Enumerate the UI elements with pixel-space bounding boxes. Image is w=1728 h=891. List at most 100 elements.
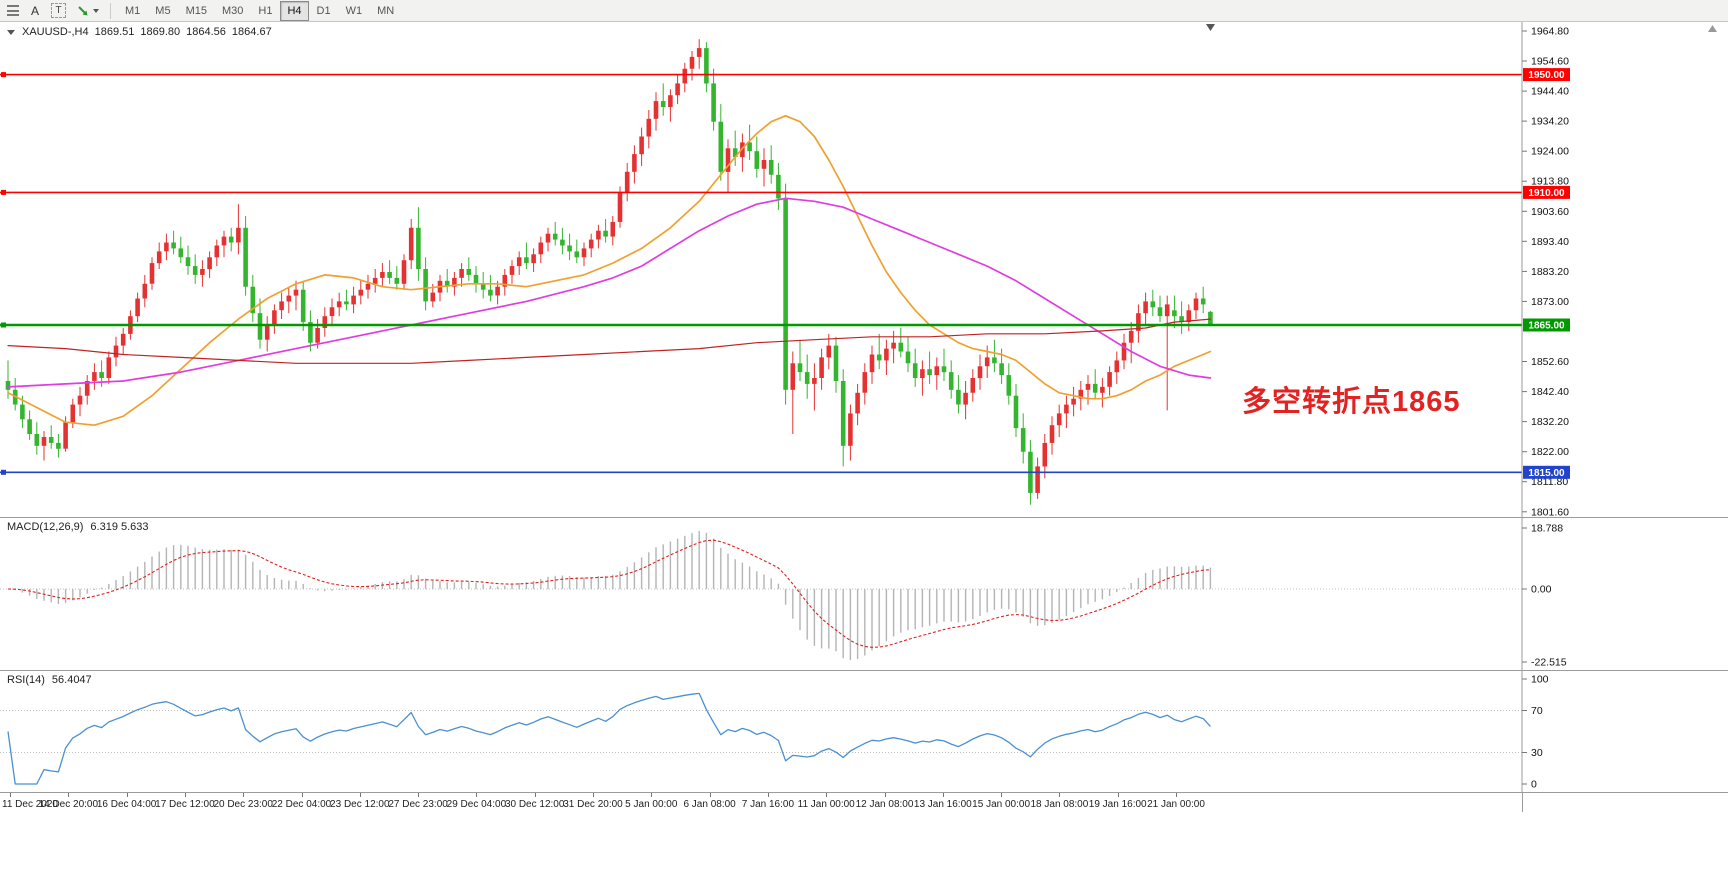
candle-body <box>322 316 328 328</box>
rsi-axis-label: 0 <box>1531 779 1537 791</box>
time-tick <box>942 793 944 797</box>
text-tool-button[interactable]: A <box>25 1 45 20</box>
symbol-label: XAUUSD-,H4 <box>22 26 89 38</box>
candle-body <box>704 48 709 84</box>
time-label: 12 Jan 08:00 <box>855 799 914 810</box>
candle-body <box>912 363 918 378</box>
price-tick-label: 1903.60 <box>1531 206 1569 218</box>
price-tick-label: 1964.80 <box>1531 26 1569 38</box>
candles <box>5 39 1213 505</box>
timeframe-button-h1[interactable]: H1 <box>251 1 279 21</box>
time-axis[interactable]: 11 Dec 2020 14 Dec 20:00 16 Dec 04:00 17 De… <box>0 792 1728 812</box>
candle-body <box>956 389 961 405</box>
candle-body <box>1128 330 1134 343</box>
rsi-name: RSI(14) <box>7 674 45 686</box>
rsi-axis-label: 100 <box>1531 674 1549 686</box>
ma-lines <box>7 114 1212 427</box>
candle-body <box>783 198 788 390</box>
arrow-tool-button[interactable] <box>72 1 103 20</box>
candle-body <box>689 56 695 69</box>
timeframe-button-h4[interactable]: H4 <box>280 0 309 21</box>
line-anchor <box>1 72 6 78</box>
ma-slow-red <box>7 318 1212 364</box>
price-tick-label: 1944.40 <box>1531 86 1569 98</box>
candle-body <box>646 118 652 137</box>
candle-body <box>444 280 450 287</box>
macd-name: MACD(12,26,9) <box>7 521 84 533</box>
candle-body <box>5 381 11 390</box>
candle-body <box>524 257 529 264</box>
timeframe-button-m15[interactable]: M15 <box>179 1 214 21</box>
candle-body <box>732 148 738 158</box>
rsi-chart[interactable]: 100 70 30 0 <box>0 671 1728 792</box>
candle-body <box>77 395 83 405</box>
timeframe-button-mn[interactable]: MN <box>370 1 401 21</box>
macd-axis-label: 18.788 <box>1531 523 1563 535</box>
candle-body <box>977 366 983 379</box>
candle-body <box>725 148 731 172</box>
candle-body <box>718 121 724 172</box>
timeframe-button-m5[interactable]: M5 <box>148 1 177 21</box>
timeframe-button-m1[interactable]: M1 <box>118 1 147 21</box>
time-tick <box>184 793 186 797</box>
candle-body <box>300 289 306 323</box>
candle-body <box>336 301 342 308</box>
candle-body <box>804 372 810 384</box>
macd-axis-label: 0.00 <box>1531 584 1552 596</box>
candle-body <box>761 160 767 169</box>
price-axis[interactable]: 1964.80 1954.60 1944.40 1934.20 1924.00 1913.… <box>1521 22 1570 517</box>
annotation-text[interactable]: 多空转折点1865 <box>1242 386 1461 418</box>
candle-body <box>545 233 551 243</box>
price-tick-label: 1822.00 <box>1531 446 1569 458</box>
macd-label: MACD(12,26,9) 6.319 5.633 <box>7 521 149 533</box>
time-label: 6 Jan 08:00 <box>683 799 736 810</box>
macd-panel: 18.788 0.00 -22.515 MACD(12,26,9) 6.319 5.6… <box>0 517 1728 670</box>
candle-body <box>840 381 846 446</box>
price-tag-label: 1865.00 <box>1528 321 1565 332</box>
rsi-value: 56.4047 <box>51 674 92 686</box>
candlestick-chart[interactable]: 1964.80 1954.60 1944.40 1934.20 1924.00 1913.… <box>0 22 1728 517</box>
candle-body <box>171 242 176 249</box>
line-anchor <box>1 469 6 475</box>
macd-chart[interactable]: 18.788 0.00 -22.515 <box>0 518 1728 670</box>
candle-body <box>84 381 90 396</box>
candle-body <box>286 295 292 302</box>
candle-body <box>1042 442 1048 467</box>
candle-body <box>675 83 680 96</box>
time-tick <box>1176 793 1177 797</box>
time-tick <box>243 793 245 797</box>
time-tick <box>534 793 536 797</box>
textbox-tool-button[interactable]: T <box>47 1 70 20</box>
candle-body <box>1100 386 1105 393</box>
timeframe-button-d1[interactable]: D1 <box>310 1 338 21</box>
candle-body <box>790 363 796 390</box>
axis-separator <box>1522 793 1523 812</box>
candle-body <box>574 251 580 258</box>
candle-body <box>941 366 947 373</box>
macd-values: 6.319 5.633 <box>90 521 149 533</box>
candle-body <box>56 442 61 449</box>
candle-body <box>668 95 673 107</box>
time-label: 7 Jan 16:00 <box>741 799 795 810</box>
high-value: 1869.80 <box>140 26 181 38</box>
candle-body <box>99 372 104 378</box>
time-tick <box>418 793 420 797</box>
chart-menu-button[interactable] <box>3 1 23 20</box>
candle-body <box>401 260 407 284</box>
candle-body <box>1136 313 1141 331</box>
price-tick-label: 1852.60 <box>1531 356 1569 368</box>
timeframe-button-w1[interactable]: W1 <box>339 1 370 21</box>
candle-body <box>538 242 544 255</box>
open-value: 1869.51 <box>94 26 135 38</box>
candle-body <box>754 151 760 169</box>
candle-body <box>408 227 414 261</box>
candle-body <box>920 369 925 378</box>
time-label: 5 Jan 00:00 <box>625 799 678 810</box>
candle-body <box>509 266 515 275</box>
toolbar: A T M1 M5 M15 M30 H1 H4 D1 W1 MN <box>0 0 1728 22</box>
candle-body <box>1035 466 1040 493</box>
candle-body <box>228 236 234 243</box>
candle-body <box>27 419 32 434</box>
timeframe-button-m30[interactable]: M30 <box>215 1 250 21</box>
price-tick-label: 1893.40 <box>1531 236 1569 248</box>
